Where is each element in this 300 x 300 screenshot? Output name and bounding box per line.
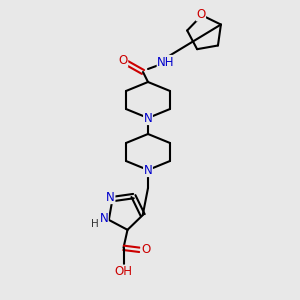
Text: O: O	[118, 53, 127, 67]
Text: NH: NH	[157, 56, 175, 68]
Text: N: N	[144, 112, 152, 124]
Text: N: N	[99, 212, 108, 225]
Text: N: N	[106, 190, 115, 204]
Text: H: H	[91, 219, 99, 229]
Text: N: N	[144, 164, 152, 176]
Text: OH: OH	[115, 265, 133, 278]
Text: O: O	[196, 8, 206, 21]
Text: O: O	[141, 243, 150, 256]
